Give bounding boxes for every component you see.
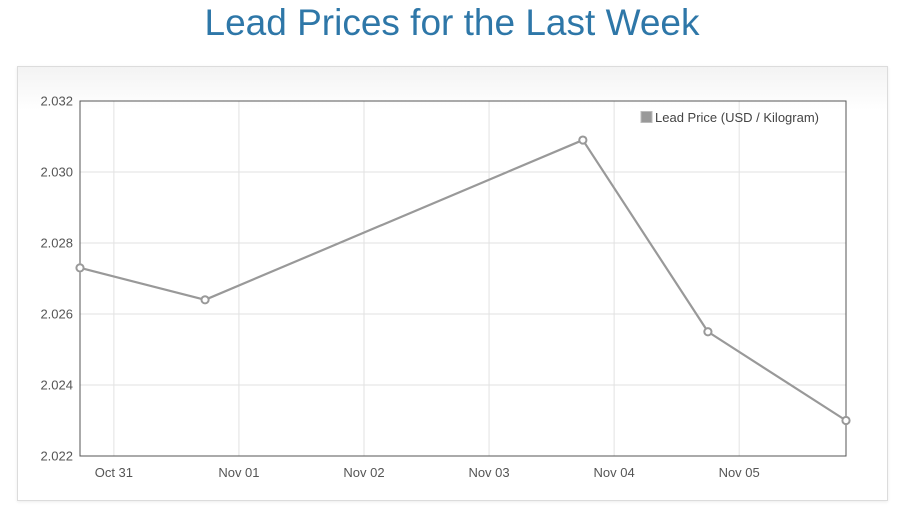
legend[interactable]: Lead Price (USD / Kilogram) — [640, 110, 819, 125]
legend-label: Lead Price (USD / Kilogram) — [655, 110, 819, 125]
x-tick-label: Nov 05 — [719, 465, 760, 480]
grid-lines — [80, 100, 846, 457]
y-tick-label: 2.032 — [40, 94, 73, 109]
series — [75, 135, 851, 426]
x-tick-label: Nov 04 — [594, 465, 635, 480]
data-point — [841, 415, 851, 426]
chart-panel — [17, 66, 888, 501]
data-point — [703, 327, 713, 337]
y-tick-label: 2.028 — [40, 236, 73, 251]
data-point — [200, 295, 210, 305]
legend-swatch — [640, 111, 653, 123]
x-tick-label: Nov 02 — [343, 465, 384, 480]
x-tick-label: Nov 03 — [468, 465, 509, 480]
x-tick-label: Nov 01 — [218, 465, 259, 480]
y-tick-label: 2.024 — [40, 378, 73, 393]
x-axis: Oct 31 Nov 01 Nov 02 Nov 03 Nov 04 Nov 05 — [95, 465, 760, 480]
y-axis: 2.022 2.024 2.026 2.028 2.030 2.032 — [40, 94, 73, 464]
page-title: Lead Prices for the Last Week — [204, 2, 700, 43]
data-point — [578, 135, 588, 145]
series-line — [79, 138, 847, 422]
y-tick-label: 2.030 — [40, 165, 73, 180]
data-point — [75, 263, 85, 273]
y-tick-label: 2.026 — [40, 307, 73, 322]
x-tick-label: Oct 31 — [95, 465, 133, 480]
y-tick-label: 2.022 — [40, 449, 73, 464]
plot-area-border — [79, 100, 847, 457]
